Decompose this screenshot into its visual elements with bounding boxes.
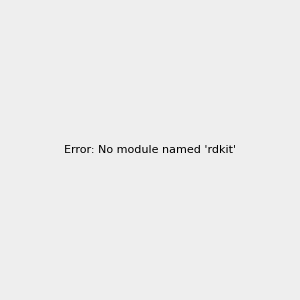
Text: Error: No module named 'rdkit': Error: No module named 'rdkit' [64, 145, 236, 155]
